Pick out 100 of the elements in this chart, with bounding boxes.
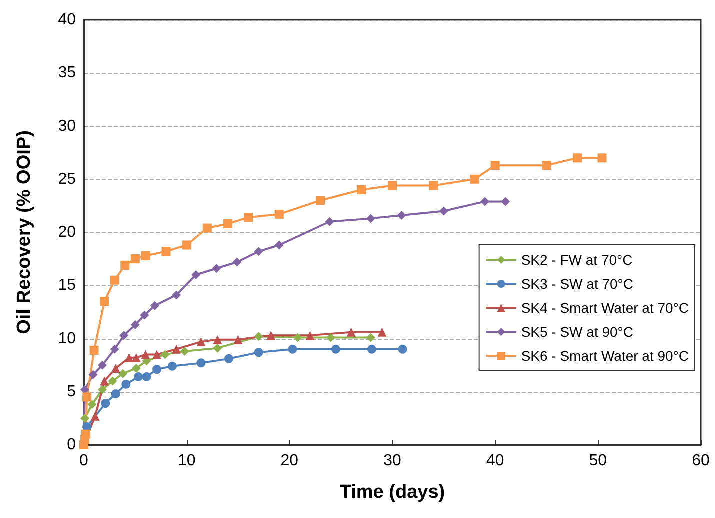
point — [439, 206, 448, 216]
point — [111, 390, 120, 398]
point — [152, 365, 162, 374]
point — [141, 350, 150, 360]
y-tick-label: 5 — [67, 383, 76, 400]
point — [110, 344, 120, 354]
x-tick-label: 20 — [280, 452, 299, 470]
legend-label: SK5 - SW at 90°C — [521, 324, 634, 340]
point — [82, 430, 91, 439]
point — [398, 344, 408, 354]
point — [367, 344, 376, 354]
x-tick-label: 50 — [589, 452, 608, 470]
point — [172, 344, 182, 354]
point — [150, 301, 160, 310]
point — [130, 320, 140, 330]
point — [124, 353, 134, 362]
point — [366, 214, 376, 224]
point — [470, 174, 480, 184]
point — [501, 197, 510, 206]
point — [254, 348, 264, 358]
point — [101, 399, 110, 408]
point — [108, 376, 118, 386]
point — [134, 372, 143, 382]
point — [140, 310, 150, 320]
point — [98, 385, 108, 394]
point — [90, 412, 100, 421]
point — [141, 251, 150, 260]
point — [182, 240, 192, 250]
point — [357, 186, 366, 194]
point — [254, 247, 264, 256]
point — [388, 181, 397, 190]
point — [98, 360, 108, 370]
point — [142, 372, 152, 382]
point — [122, 380, 131, 389]
point — [490, 161, 500, 170]
x-tick-label: 30 — [384, 452, 402, 470]
point — [542, 161, 552, 170]
point — [110, 276, 120, 285]
point — [120, 260, 130, 270]
x-axis-title: Time (days) — [340, 482, 446, 503]
point — [100, 376, 110, 386]
y-tick-label: 10 — [58, 330, 76, 348]
point — [306, 331, 315, 340]
y-tick-label: 25 — [58, 170, 76, 188]
point — [366, 333, 376, 342]
point — [80, 414, 90, 423]
point — [288, 344, 298, 354]
x-tick-label: 40 — [486, 452, 504, 470]
legend-label: SK6 - Smart Water at 90°C — [521, 348, 689, 364]
point — [223, 220, 232, 228]
y-tick-label: 40 — [58, 12, 76, 28]
point — [192, 270, 201, 280]
point — [213, 335, 222, 344]
x-tick-label: 10 — [178, 452, 196, 470]
x-tick-label: 0 — [80, 452, 89, 470]
point — [331, 344, 340, 354]
point — [346, 328, 356, 337]
point — [429, 181, 438, 190]
legend-label: SK3 - SW at 70°C — [521, 276, 634, 292]
point — [234, 335, 243, 344]
point — [111, 364, 120, 373]
y-tick-label: 30 — [58, 118, 76, 135]
point — [162, 247, 171, 256]
y-tick-label: 35 — [58, 64, 76, 82]
point — [202, 224, 212, 233]
point — [326, 333, 336, 342]
point — [274, 240, 284, 250]
point — [316, 196, 326, 206]
point — [88, 400, 97, 410]
point — [172, 290, 182, 300]
point — [266, 331, 276, 340]
point — [224, 354, 234, 364]
point — [100, 297, 110, 306]
point — [378, 328, 387, 337]
point — [212, 264, 222, 274]
y-axis-title: Oil Recovery (% OOIP) — [14, 130, 35, 334]
point — [196, 337, 206, 346]
legend-label: SK2 - FW at 70°C — [521, 252, 633, 268]
point — [130, 254, 140, 264]
point — [196, 358, 206, 368]
point — [598, 154, 607, 163]
point — [152, 350, 162, 360]
point — [325, 217, 334, 226]
point — [293, 333, 302, 342]
point — [168, 362, 177, 371]
y-tick-label: 20 — [58, 224, 76, 241]
y-tick-label: 0 — [67, 436, 76, 454]
point — [397, 211, 406, 220]
point — [244, 213, 254, 222]
point — [120, 331, 129, 340]
legend-label: SK4 - Smart Water at 70°C — [521, 300, 689, 316]
point — [480, 197, 490, 206]
point — [132, 364, 141, 373]
point — [254, 332, 264, 342]
point — [573, 154, 582, 163]
x-tick-label: 60 — [692, 452, 710, 470]
point — [232, 258, 242, 267]
point — [90, 346, 99, 355]
y-tick-label: 15 — [58, 277, 76, 294]
point — [132, 353, 141, 362]
